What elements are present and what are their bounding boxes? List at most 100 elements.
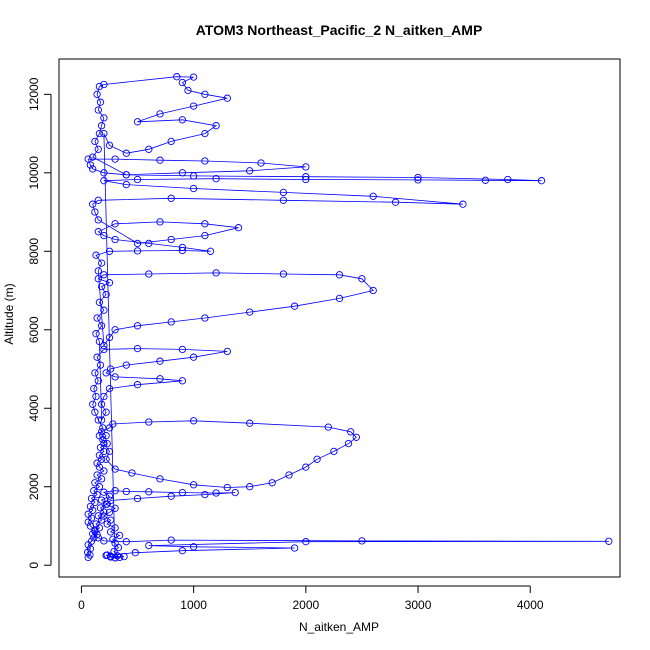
- data-point: [302, 463, 310, 471]
- data-point: [94, 106, 102, 114]
- data-point: [105, 247, 114, 255]
- data-point: [133, 247, 142, 255]
- data-point: [537, 177, 546, 185]
- data-point: [246, 483, 254, 491]
- data-point: [122, 171, 130, 179]
- data-point: [201, 490, 209, 499]
- data-point: [95, 298, 104, 306]
- data-point: [84, 155, 92, 163]
- chart-title: ATOM3 Northeast_Pacific_2 N_aitken_AMP: [196, 22, 483, 38]
- data-point: [89, 200, 97, 208]
- data-point: [92, 251, 100, 259]
- data-point: [212, 489, 220, 497]
- data-point: [133, 175, 142, 184]
- data-point: [90, 487, 98, 495]
- data-point: [178, 116, 187, 124]
- data-point: [120, 552, 128, 561]
- data-point: [115, 531, 124, 540]
- data-point: [111, 465, 119, 473]
- data-point: [234, 224, 243, 232]
- data-point: [91, 208, 99, 216]
- data-point: [111, 487, 119, 495]
- data-point: [102, 369, 110, 377]
- data-point: [89, 165, 97, 173]
- data-point: [105, 447, 114, 456]
- data-point: [91, 479, 99, 487]
- data-point: [201, 90, 209, 98]
- data-point: [100, 392, 108, 401]
- data-point: [290, 302, 299, 310]
- data-point: [145, 541, 153, 550]
- data-point: [94, 275, 102, 283]
- data-point: [279, 196, 288, 204]
- data-point: [178, 246, 187, 255]
- y-tick-label: 12000: [27, 77, 41, 111]
- data-point: [91, 408, 99, 416]
- data-point: [86, 522, 95, 530]
- data-point: [189, 73, 198, 81]
- data-point: [89, 153, 97, 161]
- data-point: [97, 496, 106, 504]
- data-point: [95, 483, 104, 491]
- x-axis-label: N_aitken_AMP: [299, 620, 379, 634]
- data-point: [133, 322, 142, 330]
- data-point: [178, 169, 187, 177]
- data-point: [352, 433, 360, 441]
- data-point: [414, 176, 422, 184]
- data-point: [94, 416, 102, 424]
- data-point: [96, 361, 105, 369]
- data-point: [100, 114, 108, 122]
- y-tick-label: 6000: [27, 316, 41, 343]
- data-point: [97, 400, 106, 408]
- data-point: [103, 520, 111, 528]
- data-point: [94, 216, 102, 224]
- data-point: [369, 286, 377, 295]
- data-point: [90, 384, 98, 393]
- data-point: [99, 424, 107, 432]
- data-point: [102, 290, 110, 299]
- data-point: [94, 196, 102, 204]
- data-point: [358, 275, 366, 283]
- data-point: [100, 537, 108, 545]
- data-point: [335, 271, 344, 279]
- data-point: [100, 80, 108, 89]
- data-point: [189, 481, 198, 489]
- data-point: [369, 192, 377, 200]
- data-point: [459, 200, 467, 208]
- data-point: [94, 377, 102, 385]
- data-point: [111, 373, 119, 381]
- data-point: [100, 177, 108, 185]
- data-point: [97, 475, 106, 483]
- data-point: [100, 231, 108, 240]
- data-point: [279, 188, 288, 197]
- data-point: [133, 494, 142, 503]
- data-point: [97, 428, 106, 436]
- data-point: [95, 451, 104, 459]
- data-point: [111, 235, 119, 244]
- data-point: [109, 535, 117, 543]
- data-point: [100, 467, 108, 475]
- data-point: [102, 551, 110, 560]
- data-point: [335, 294, 344, 303]
- data-point: [344, 439, 353, 448]
- data-point: [145, 488, 153, 496]
- data-point: [201, 220, 209, 228]
- data-point: [206, 247, 215, 255]
- data-point: [201, 314, 209, 322]
- data-point: [167, 235, 175, 244]
- data-point: [115, 553, 124, 562]
- y-tick-label: 2000: [27, 473, 41, 500]
- data-point: [105, 141, 114, 149]
- data-point: [97, 282, 106, 291]
- data-point: [414, 173, 422, 182]
- data-point: [167, 492, 175, 500]
- data-point: [105, 508, 114, 516]
- data-point: [100, 169, 108, 177]
- y-axis-label: Altitude (m): [2, 283, 16, 344]
- data-point: [201, 231, 209, 240]
- data-point: [106, 496, 115, 505]
- data-point: [91, 526, 99, 534]
- data-point: [178, 78, 187, 87]
- data-point: [167, 194, 175, 202]
- data-point: [84, 510, 92, 518]
